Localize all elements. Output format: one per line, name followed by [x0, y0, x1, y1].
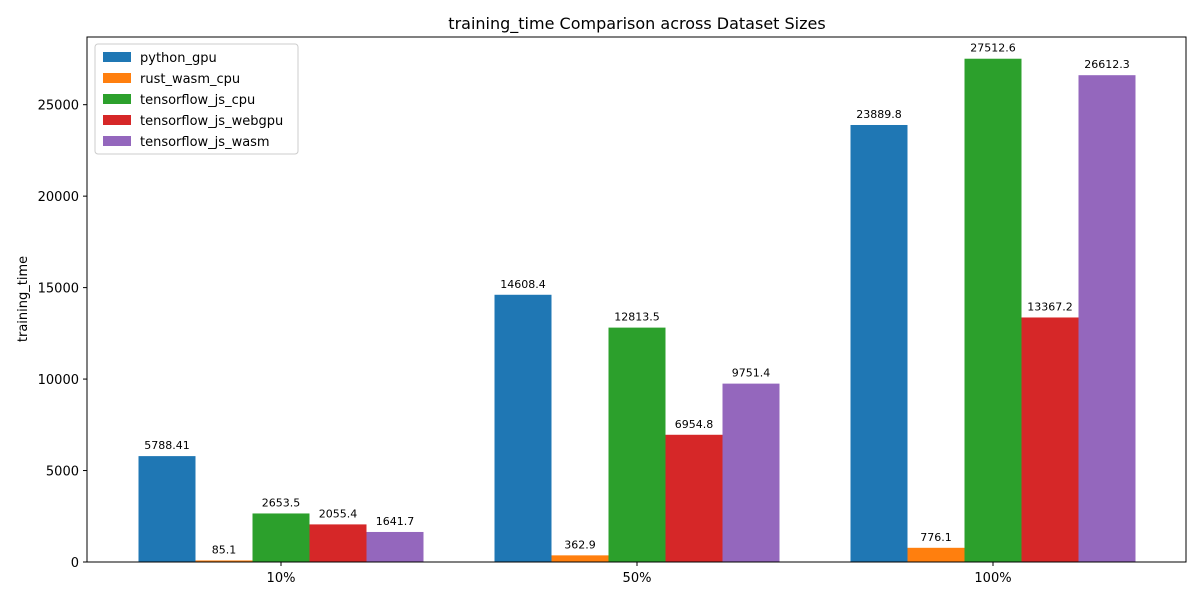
legend-label-tensorflow-js-cpu: tensorflow_js_cpu — [140, 93, 255, 108]
bar-tensorflow-js-cpu-10pct — [252, 513, 310, 562]
data-label-tensorflow-js-cpu-100pct: 27512.6 — [970, 42, 1016, 55]
legend-box — [94, 43, 299, 155]
legend-label-tensorflow-js-webgpu: tensorflow_js_webgpu — [140, 114, 283, 129]
data-label-rust-wasm-cpu-10pct: 85.1 — [212, 543, 237, 556]
legend-swatch-tensorflow-js-webgpu — [103, 115, 131, 125]
plot-area: 5788.41 85.1 2653.5 2055.4 1641.7 14608.4 362.… — [38, 36, 1187, 586]
bar-tensorflow-js-cpu-50pct — [608, 327, 666, 562]
data-label-tensorflow-js-webgpu-10pct: 2055.4 — [319, 507, 358, 520]
y-tick-label: 20000 — [38, 190, 79, 205]
data-label-tensorflow-js-wasm-50pct: 9751.4 — [732, 367, 771, 380]
x-tick-label: 100% — [974, 571, 1011, 586]
data-label-tensorflow-js-wasm-10pct: 1641.7 — [376, 515, 415, 528]
bar-tensorflow-js-webgpu-10pct — [309, 524, 367, 562]
legend-swatch-rust-wasm-cpu — [103, 73, 131, 83]
legend-swatch-python-gpu — [103, 52, 131, 62]
y-tick-label: 10000 — [38, 373, 79, 388]
data-label-python-gpu-100pct: 23889.8 — [856, 108, 902, 121]
bars-layer — [138, 58, 1136, 563]
bar-rust-wasm-cpu-50pct — [551, 555, 609, 562]
data-label-tensorflow-js-webgpu-50pct: 6954.8 — [675, 418, 714, 431]
legend-label-rust-wasm-cpu: rust_wasm_cpu — [140, 72, 240, 87]
bar-python-gpu-10pct — [138, 456, 196, 562]
y-tick-label: 5000 — [46, 465, 79, 480]
x-tick-label: 50% — [623, 571, 652, 586]
bar-tensorflow-js-webgpu-100pct — [1021, 317, 1079, 562]
bar-rust-wasm-cpu-100pct — [907, 547, 965, 562]
data-label-python-gpu-10pct: 5788.41 — [144, 439, 190, 452]
data-label-tensorflow-js-wasm-100pct: 26612.3 — [1084, 58, 1130, 71]
bar-tensorflow-js-wasm-100pct — [1078, 75, 1136, 562]
bar-tensorflow-js-wasm-10pct — [366, 531, 424, 562]
y-axis-label: training_time — [16, 256, 31, 342]
chart-title: training_time Comparison across Dataset … — [448, 14, 825, 34]
bar-python-gpu-100pct — [850, 124, 908, 563]
legend-swatch-tensorflow-js-wasm — [103, 136, 131, 146]
data-label-tensorflow-js-cpu-50pct: 12813.5 — [614, 311, 660, 324]
bar-tensorflow-js-cpu-100pct — [964, 58, 1022, 562]
bar-tensorflow-js-wasm-50pct — [722, 383, 780, 562]
y-tick-label: 0 — [71, 556, 79, 571]
legend-label-tensorflow-js-wasm: tensorflow_js_wasm — [140, 135, 270, 150]
data-label-tensorflow-js-cpu-10pct: 2653.5 — [262, 496, 301, 509]
value-labels-layer: 5788.41 85.1 2653.5 2055.4 1641.7 14608.4 362.… — [144, 42, 1130, 557]
legend-swatch-tensorflow-js-cpu — [103, 94, 131, 104]
data-label-rust-wasm-cpu-50pct: 362.9 — [564, 538, 596, 551]
y-tick-label: 15000 — [38, 282, 79, 297]
bar-rust-wasm-cpu-10pct — [195, 560, 253, 562]
data-label-rust-wasm-cpu-100pct: 776.1 — [920, 531, 952, 544]
bar-tensorflow-js-webgpu-50pct — [665, 434, 723, 562]
bar-python-gpu-50pct — [494, 294, 552, 562]
legend-label-python-gpu: python_gpu — [140, 51, 217, 66]
legend: python_gpu rust_wasm_cpu tensorflow_js_cpu… — [94, 43, 299, 155]
x-tick-label: 10% — [267, 571, 296, 586]
data-label-tensorflow-js-webgpu-100pct: 13367.2 — [1027, 300, 1073, 313]
ticks-layer: 0 5000 10000 15000 20000 25000 10% 50% 100% — [38, 99, 1012, 586]
y-tick-label: 25000 — [38, 99, 79, 114]
data-label-python-gpu-50pct: 14608.4 — [500, 278, 546, 291]
